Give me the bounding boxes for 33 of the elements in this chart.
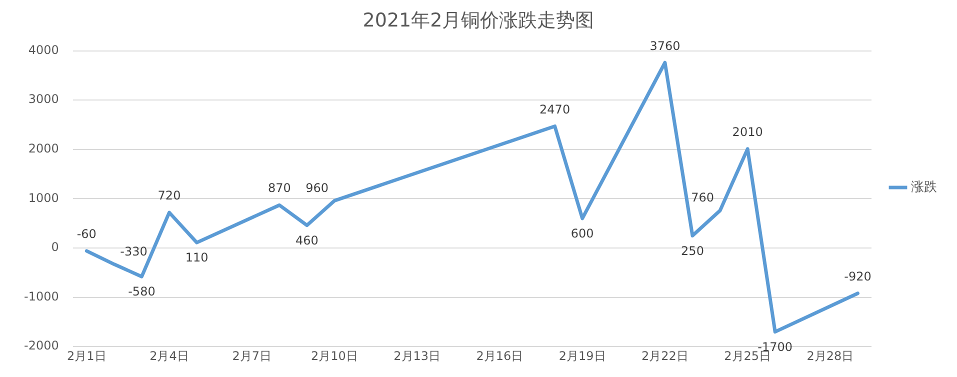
chart-title: 2021年2月铜价涨跌走势图 <box>362 9 594 32</box>
data-label: -920 <box>844 269 872 284</box>
data-label: 2470 <box>540 102 570 116</box>
x-tick-label: 2月10日 <box>311 348 358 363</box>
x-tick-label: 2月19日 <box>558 348 606 363</box>
data-label: -580 <box>128 284 156 299</box>
y-tick-label: 3000 <box>28 92 59 106</box>
legend-label: 涨跌 <box>911 180 937 195</box>
y-tick-label: -1000 <box>24 289 59 304</box>
x-tick-label: 2月13日 <box>394 348 441 363</box>
x-tick-label: 2月7日 <box>232 348 272 363</box>
x-tick-label: 2月22日 <box>642 348 688 363</box>
x-tick-label: 2月28日 <box>806 348 854 363</box>
y-tick-label: 1000 <box>28 190 59 205</box>
data-label: 600 <box>570 226 594 241</box>
data-label: 760 <box>691 190 714 205</box>
data-label: 110 <box>185 250 208 265</box>
data-label: 2010 <box>732 125 763 140</box>
data-label: 460 <box>295 233 318 248</box>
data-label: 3760 <box>650 38 680 53</box>
data-label: 250 <box>681 244 704 258</box>
data-label: 870 <box>268 181 291 196</box>
x-tick-label: 2月4日 <box>150 348 189 363</box>
x-tick-label: 2月1日 <box>67 348 106 363</box>
data-label: 960 <box>306 180 328 195</box>
data-label: 720 <box>158 188 181 203</box>
data-label: -330 <box>120 244 148 258</box>
y-tick-label: 0 <box>51 240 59 254</box>
y-tick-label: -2000 <box>24 338 59 353</box>
y-tick-label: 4000 <box>28 42 59 57</box>
y-tick-label: 2000 <box>28 142 59 156</box>
x-tick-label: 2月16日 <box>476 348 524 363</box>
data-label: -60 <box>76 227 96 242</box>
